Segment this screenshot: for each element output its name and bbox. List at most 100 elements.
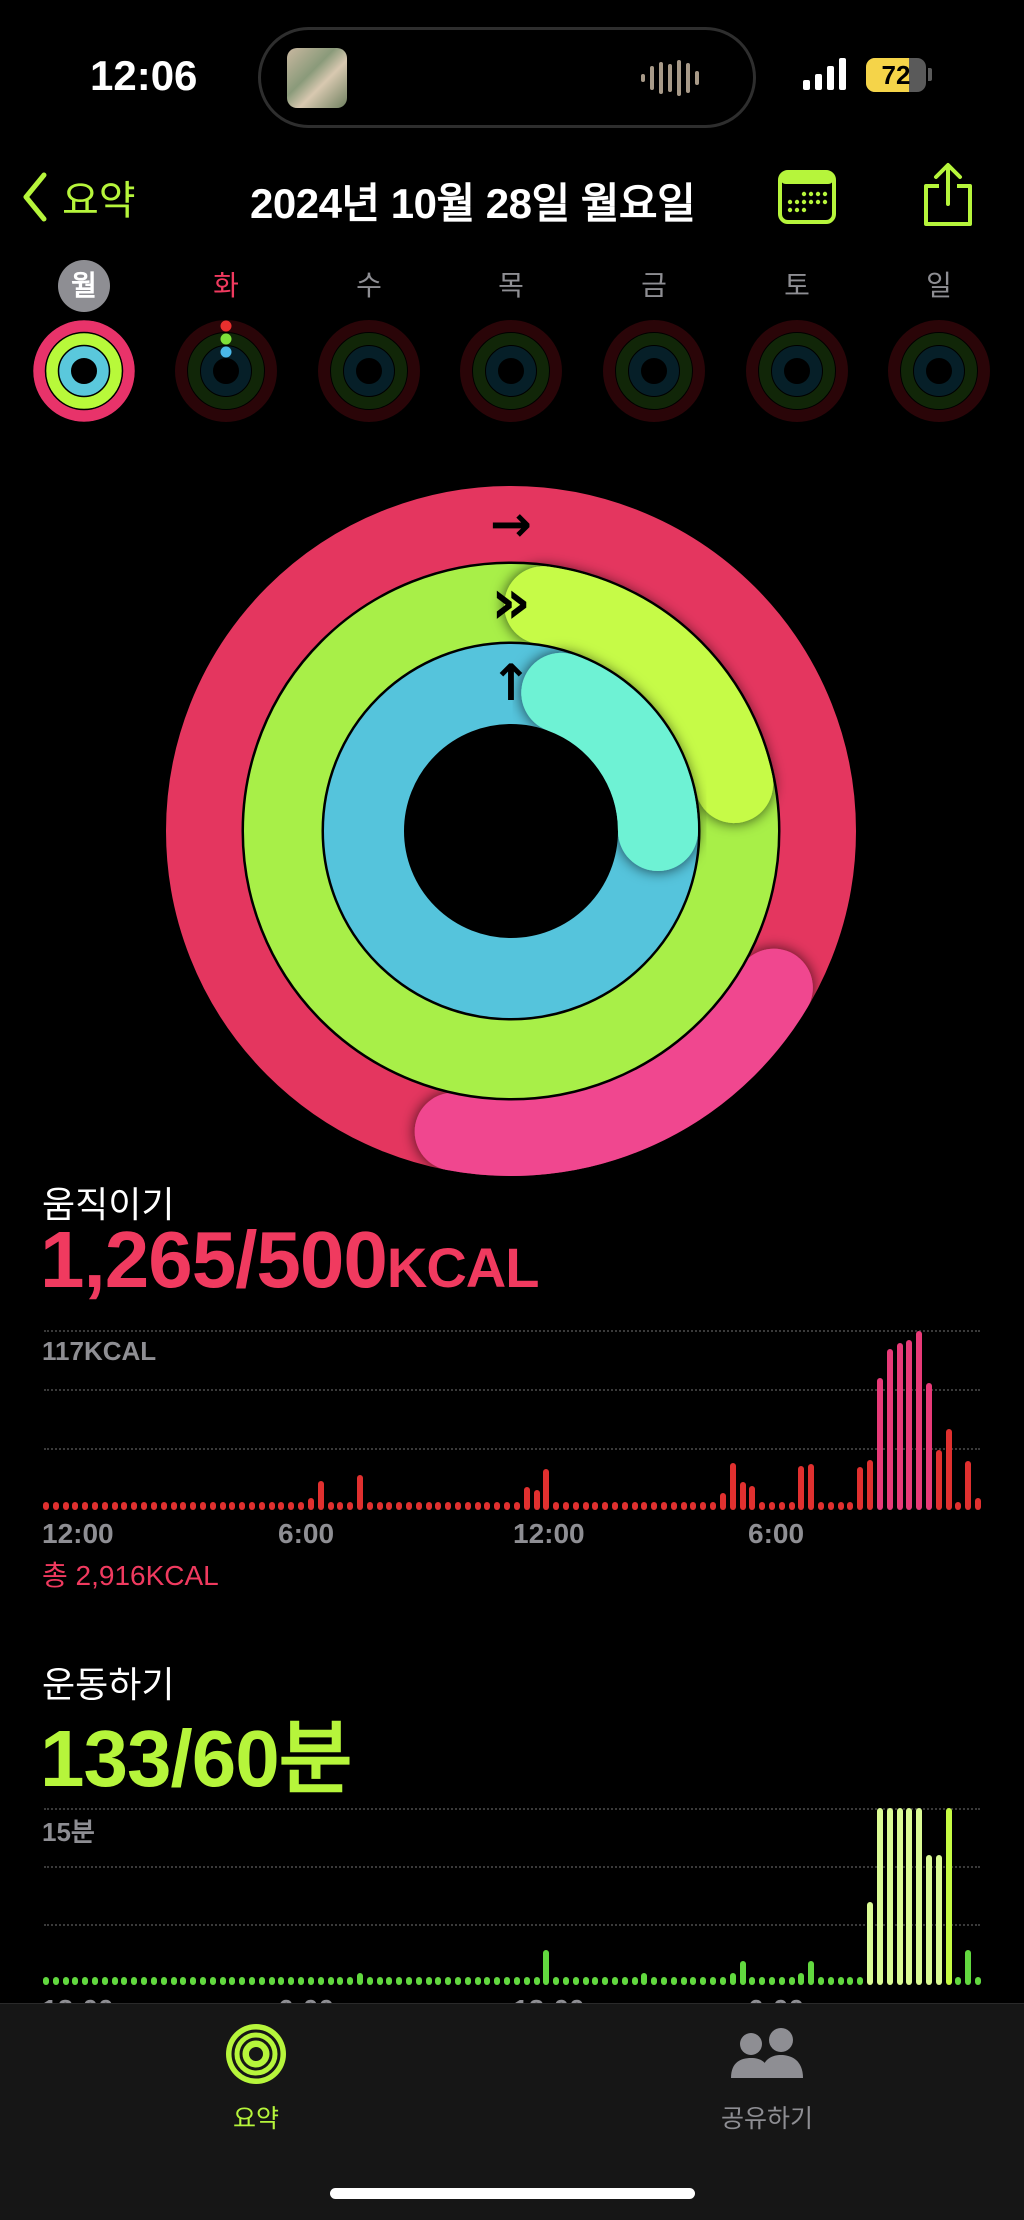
chart-bar (739, 1482, 746, 1510)
chart-bar (533, 1977, 540, 1985)
day-rings[interactable] (887, 319, 991, 423)
gridline (44, 1808, 980, 1810)
chart-bar (111, 1977, 118, 1985)
chart-bar (62, 1502, 69, 1510)
chart-bar (562, 1977, 569, 1985)
battery-level: 72 (881, 60, 911, 90)
chart-bar (837, 1502, 844, 1510)
double-arrow-right-icon: » (491, 565, 531, 638)
chart-bar (749, 1977, 756, 1985)
chart-bar (131, 1502, 138, 1510)
chart-bar (101, 1502, 108, 1510)
day-label[interactable]: 월 (58, 260, 110, 312)
chart-bar (582, 1502, 589, 1510)
move-unit: KCAL (386, 1236, 540, 1299)
chart-bar (778, 1977, 785, 1985)
chart-bar (494, 1502, 501, 1510)
chart-bar (818, 1502, 825, 1510)
chart-bar (307, 1977, 314, 1985)
activity-rings: → » ↑ (163, 483, 859, 1179)
gridline (44, 1389, 980, 1391)
chart-bar (415, 1502, 422, 1510)
home-indicator[interactable] (330, 2188, 695, 2199)
chart-bar (700, 1502, 707, 1510)
chart-bar (680, 1977, 687, 1985)
calendar-icon[interactable] (778, 170, 836, 224)
chart-bar (935, 1855, 942, 1985)
dynamic-island[interactable] (258, 27, 756, 128)
chart-bar (435, 1502, 442, 1510)
exercise-chart-max-label: 15분 (42, 1817, 95, 1847)
day-label[interactable]: 화 (213, 270, 239, 301)
tab-label: 요약 (232, 2105, 279, 2133)
gridline (44, 1330, 980, 1332)
chart-bar (543, 1468, 550, 1510)
tab-label: 공유하기 (720, 2105, 813, 2133)
gridline (44, 1866, 980, 1868)
day-rings[interactable] (745, 319, 849, 423)
chart-bar (504, 1977, 511, 1985)
back-label: 요약 (62, 179, 136, 223)
x-tick: 6:00 (278, 1518, 335, 1549)
chart-bar (455, 1977, 462, 1985)
chart-bar (955, 1502, 962, 1510)
chart-bar (425, 1977, 432, 1985)
x-tick: 12:00 (42, 1518, 114, 1549)
back-button[interactable]: 요약 (22, 168, 136, 226)
chart-bar (768, 1502, 775, 1510)
chart-bar (435, 1977, 442, 1985)
chart-bar (150, 1977, 157, 1985)
day-label[interactable]: 금 (641, 270, 667, 301)
chart-bar (307, 1497, 314, 1510)
chart-bar (975, 1977, 981, 1985)
chart-bar (474, 1977, 481, 1985)
chart-bar (111, 1502, 118, 1510)
chart-bar (376, 1977, 383, 1985)
status-time: 12:06 (90, 52, 198, 99)
chart-bar (808, 1961, 815, 1985)
tab-sharing[interactable]: 공유하기 (657, 2022, 877, 2135)
chart-bar (445, 1977, 452, 1985)
chart-bar (729, 1462, 736, 1510)
chart-bar (788, 1977, 795, 1985)
chart-bar (808, 1464, 815, 1510)
exercise-ring: » (241, 561, 781, 1101)
chart-bar (631, 1977, 638, 1985)
chart-bar (92, 1977, 99, 1985)
day-rings[interactable] (459, 319, 563, 423)
chart-bar (641, 1502, 648, 1510)
day-label[interactable]: 수 (356, 270, 382, 301)
chart-bar (464, 1502, 471, 1510)
day-rings[interactable] (32, 319, 136, 423)
chart-bar (965, 1949, 972, 1985)
chart-bar (43, 1977, 49, 1985)
chart-bar (945, 1808, 952, 1985)
move-ring-end-cap (414, 948, 813, 1176)
day-rings[interactable] (317, 319, 421, 423)
chart-bar (249, 1977, 256, 1985)
page-title: 2024년 10월 28일 월요일 (250, 180, 696, 227)
exercise-ring-end-cap (504, 566, 774, 824)
chart-bar (827, 1502, 834, 1510)
day-label[interactable]: 목 (498, 270, 524, 301)
chart-bar (396, 1502, 403, 1510)
day-rings[interactable] (602, 319, 706, 423)
chart-bar (896, 1343, 903, 1510)
chart-bar (925, 1383, 932, 1510)
chart-bar (592, 1502, 599, 1510)
chart-bar (258, 1977, 265, 1985)
tab-summary[interactable]: 요약 (146, 2022, 366, 2135)
chart-bar (141, 1977, 148, 1985)
share-icon[interactable] (922, 162, 974, 228)
chart-bar (199, 1502, 206, 1510)
day-label[interactable]: 토 (784, 270, 810, 301)
chart-bar (396, 1977, 403, 1985)
day-label[interactable]: 일 (926, 270, 952, 301)
chart-bar (523, 1977, 530, 1985)
chart-bar (749, 1485, 756, 1510)
chart-bar (876, 1378, 883, 1510)
chart-bar (768, 1977, 775, 1985)
chart-bar (562, 1502, 569, 1510)
chart-bar (180, 1502, 187, 1510)
day-rings[interactable] (174, 319, 278, 423)
